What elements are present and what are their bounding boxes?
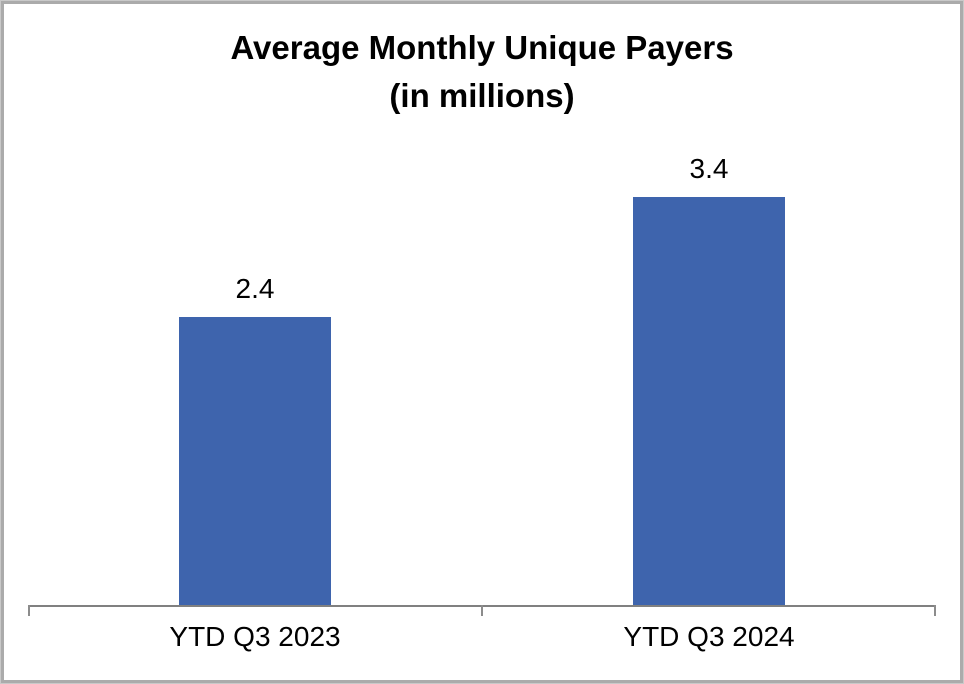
category-axis-label: YTD Q3 2024 <box>623 621 795 652</box>
axis-tick <box>481 605 483 616</box>
category-axis-label: YTD Q3 2023 <box>169 621 341 652</box>
category-slot: 3.4 YTD Q3 2024 <box>482 125 936 652</box>
bar-value-label: 2.4 <box>235 273 275 304</box>
bar <box>633 197 785 605</box>
chart-title-line2: (in millions) <box>389 77 575 114</box>
bar-value-label: 3.4 <box>689 153 729 184</box>
chart-canvas: Average Monthly Unique Payers (in millio… <box>4 4 960 680</box>
axis-tick <box>934 605 936 616</box>
category-slot: 2.4 YTD Q3 2023 <box>28 125 482 652</box>
plot-area: 2.4 YTD Q3 2023 3.4 YTD Q3 2024 <box>28 125 936 652</box>
bar <box>179 317 331 605</box>
chart-title-line1: Average Monthly Unique Payers <box>230 29 734 66</box>
axis-tick <box>28 605 30 616</box>
chart-title: Average Monthly Unique Payers (in millio… <box>4 24 960 120</box>
